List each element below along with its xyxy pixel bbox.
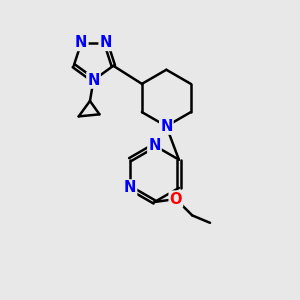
Text: N: N bbox=[100, 35, 112, 50]
Text: N: N bbox=[148, 138, 160, 153]
Text: N: N bbox=[160, 119, 172, 134]
Text: N: N bbox=[75, 35, 88, 50]
Text: N: N bbox=[124, 180, 136, 195]
Text: O: O bbox=[169, 191, 182, 206]
Text: N: N bbox=[87, 73, 100, 88]
